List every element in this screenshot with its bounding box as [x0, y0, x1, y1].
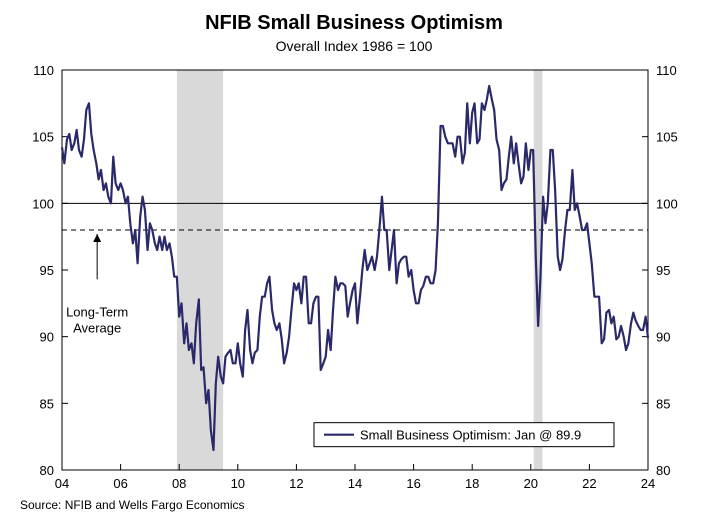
shaded-region [177, 70, 223, 470]
ytick-label: 95 [656, 263, 670, 278]
xtick-label: 22 [582, 476, 596, 491]
ytick-label: 90 [656, 330, 670, 345]
xtick-label: 08 [172, 476, 186, 491]
ytick-label: 90 [40, 330, 54, 345]
chart-container: NFIB Small Business Optimism Overall Ind… [0, 0, 708, 524]
chart-source: Source: NFIB and Wells Fargo Economics [20, 498, 245, 512]
ytick-label: 80 [40, 463, 54, 478]
xtick-label: 10 [231, 476, 245, 491]
annotation-text: Long-Term [66, 305, 128, 320]
xtick-label: 12 [289, 476, 303, 491]
ytick-label: 85 [656, 396, 670, 411]
ytick-label: 85 [40, 396, 54, 411]
xtick-label: 16 [406, 476, 420, 491]
xtick-label: 06 [113, 476, 127, 491]
ytick-label: 100 [32, 196, 54, 211]
chart-svg: 80 80 85 85 90 90 95 95 100 100 105 105 110 110 04 06 08… [0, 0, 708, 524]
chart-title: NFIB Small Business Optimism [0, 12, 708, 35]
ytick-label: 100 [656, 196, 678, 211]
ytick-label: 80 [656, 463, 670, 478]
chart-subtitle: Overall Index 1986 = 100 [0, 38, 708, 54]
xtick-label: 18 [465, 476, 479, 491]
annotation-arrowhead [93, 234, 101, 242]
xtick-label: 14 [348, 476, 362, 491]
legend-text: Small Business Optimism: Jan @ 89.9 [360, 428, 581, 443]
series-line [62, 86, 648, 450]
ytick-label: 110 [33, 63, 54, 78]
xtick-label: 04 [55, 476, 69, 491]
ytick-label: 95 [40, 263, 54, 278]
ytick-label: 110 [656, 63, 677, 78]
ytick-label: 105 [32, 130, 54, 145]
ytick-label: 105 [656, 130, 678, 145]
annotation-text: Average [73, 321, 121, 336]
xtick-label: 20 [524, 476, 538, 491]
xtick-label: 24 [641, 476, 655, 491]
